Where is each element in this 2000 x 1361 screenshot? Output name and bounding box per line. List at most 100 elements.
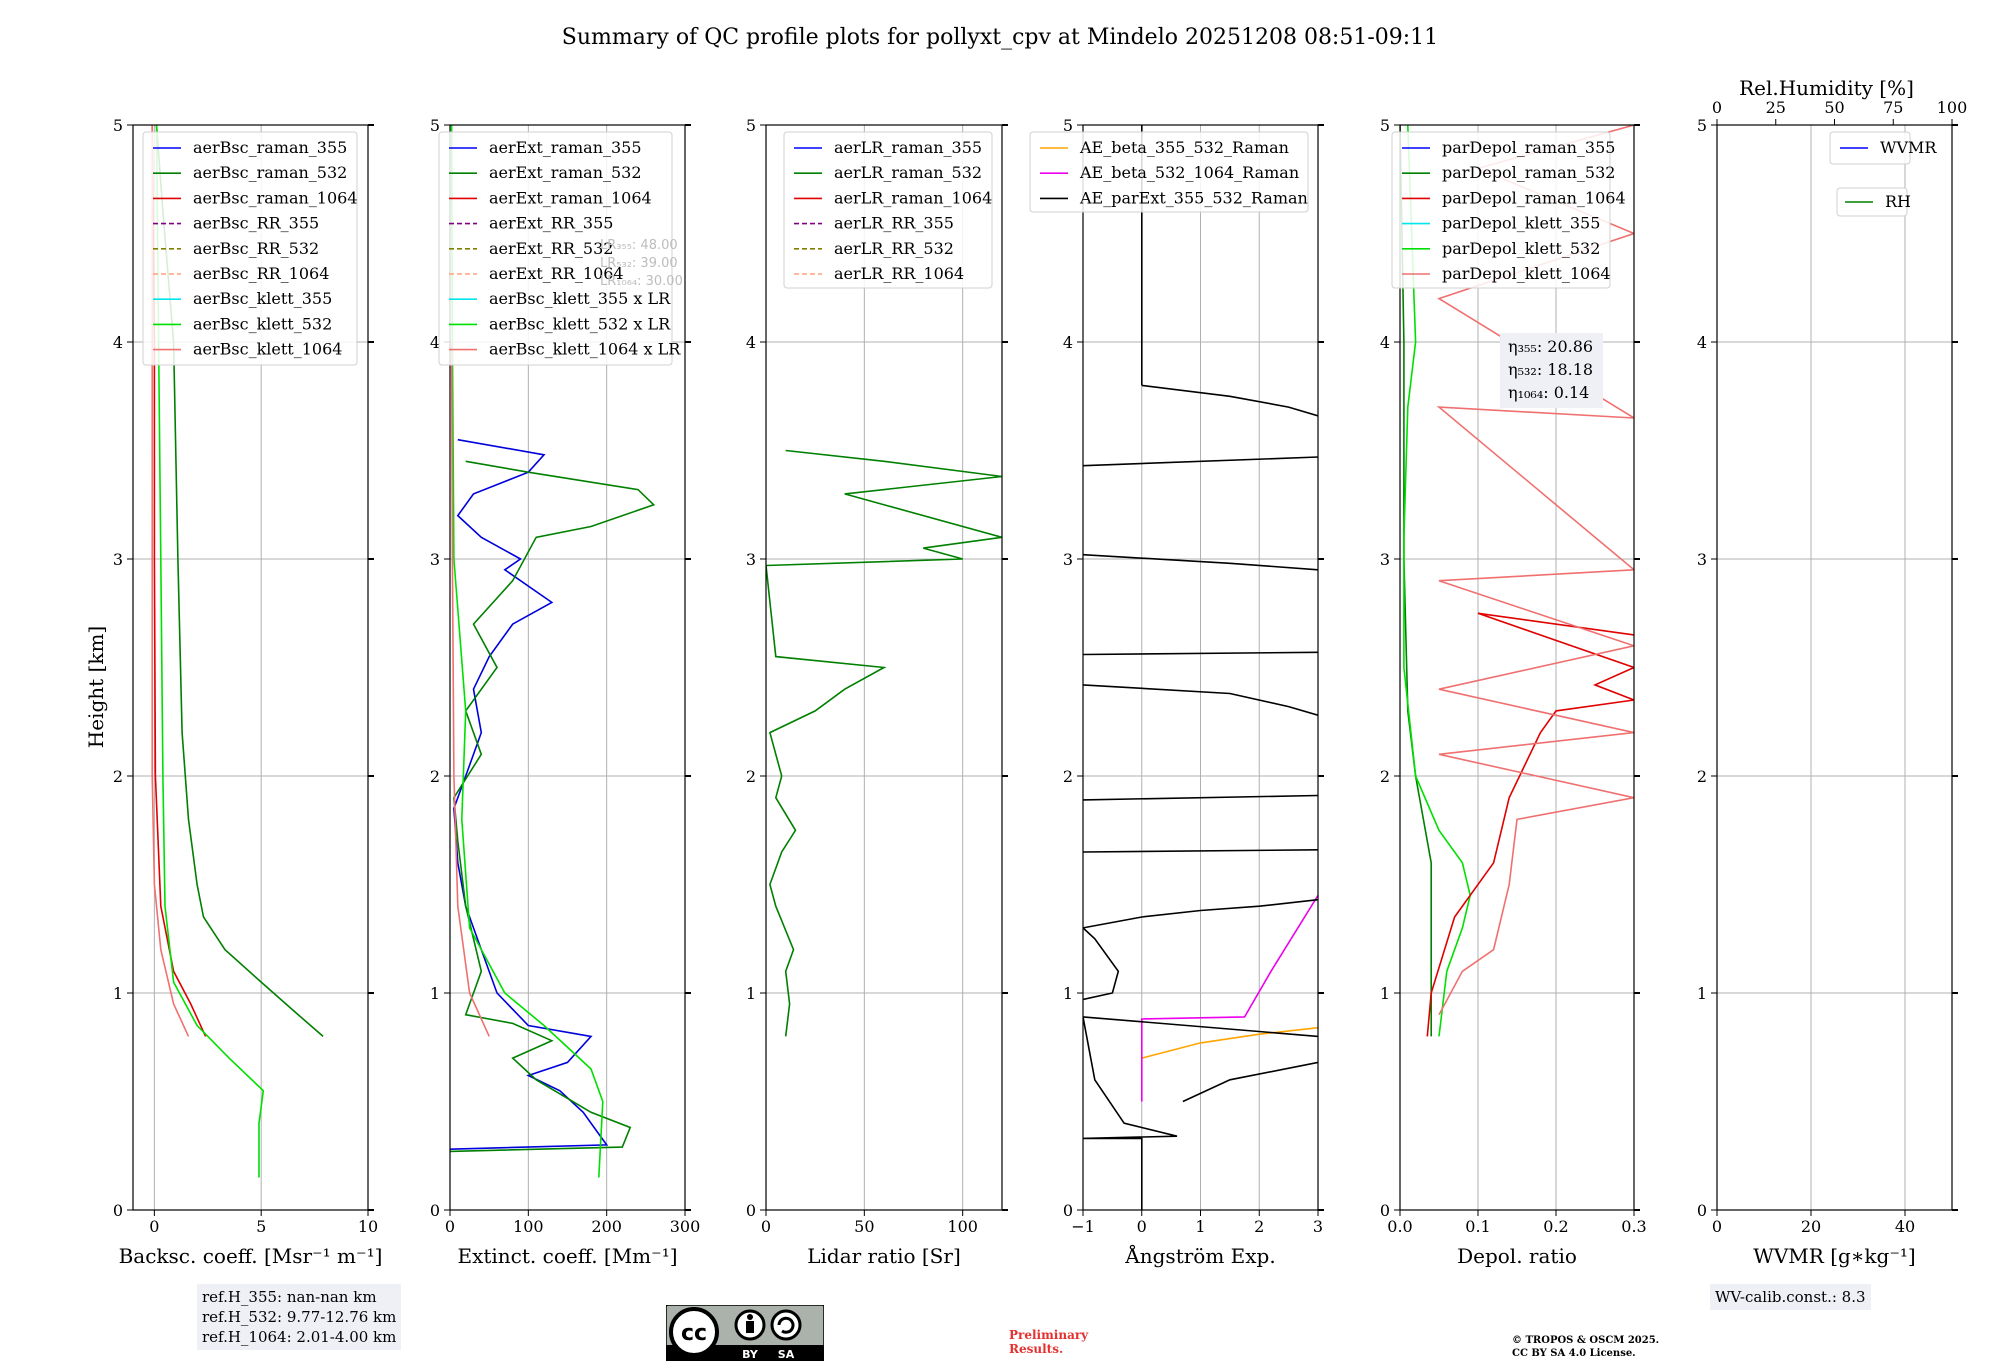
preliminary-line-1: Preliminary bbox=[1009, 1328, 1089, 1342]
legend-rh: RH bbox=[1836, 187, 1911, 217]
x-tick-label: 0 bbox=[1712, 1217, 1722, 1236]
lidar-ratio-annotation: LR₁₀₆₄: 30.00 bbox=[600, 274, 683, 289]
panel-ext: 0 100 200 300 0 1 2 3 4 5 Extinct. coeff. [Mm⁻¹] ae… bbox=[430, 116, 700, 1268]
y-tick-label: 5 bbox=[113, 116, 123, 135]
x-tick-label: 200 bbox=[591, 1217, 622, 1236]
lidar-ratio-annotation: LR₅₃₂: 39.00 bbox=[600, 256, 678, 271]
y-tick-label: 0 bbox=[1063, 1201, 1073, 1220]
series-line-AE_parExt_355_532_Raman bbox=[1083, 794, 1318, 801]
eta-annotation-box: η₃₅₅: 20.86 η₅₃₂: 18.18 η₁₀₆₄: 0.14 bbox=[1500, 333, 1603, 408]
legend-entry: aerExt_raman_355 bbox=[489, 138, 642, 157]
series-line-aerExt_raman_532 bbox=[450, 460, 656, 1153]
series-line-AE_parExt_355_532_Raman bbox=[1083, 898, 1318, 1001]
legend: aerExt_raman_355 aerExt_raman_532 aerExt_r… bbox=[438, 131, 681, 366]
axes-frame bbox=[1716, 124, 1953, 1211]
legend-entry: aerLR_RR_355 bbox=[834, 214, 954, 233]
y-tick-label: 4 bbox=[113, 333, 123, 352]
legend-entry: aerExt_RR_532 bbox=[489, 239, 613, 258]
x-tick-label: 0.1 bbox=[1465, 1217, 1490, 1236]
x-tick-label: 0 bbox=[761, 1217, 771, 1236]
legend-entry: aerBsc_RR_532 bbox=[193, 239, 319, 258]
legend-entry: aerBsc_klett_1064 x LR bbox=[489, 340, 681, 359]
x-tick-label: 0.2 bbox=[1543, 1217, 1568, 1236]
legend: aerBsc_raman_355 aerBsc_raman_532 aerBsc_r… bbox=[142, 131, 358, 366]
legend-entry: parDepol_raman_1064 bbox=[1442, 188, 1626, 207]
legend-entry: aerLR_raman_1064 bbox=[834, 188, 992, 207]
legend-entry: parDepol_klett_1064 bbox=[1442, 264, 1611, 283]
axes-frame bbox=[1399, 124, 1635, 1211]
series-line-aerBsc_klett_1064 x LR bbox=[450, 341, 490, 1037]
legend-entry: aerLR_RR_532 bbox=[834, 239, 954, 258]
y-tick-label: 4 bbox=[1380, 333, 1390, 352]
axes-frame bbox=[449, 124, 686, 1211]
legend-entry: WVMR bbox=[1880, 138, 1937, 157]
legend: aerLR_raman_355 aerLR_raman_532 aerLR_rama… bbox=[783, 131, 993, 289]
axes-frame bbox=[765, 124, 1003, 1211]
series-group bbox=[1083, 125, 1318, 1210]
series-line-parDepol_klett_532 bbox=[1403, 125, 1472, 1037]
series-group bbox=[766, 449, 1002, 1037]
x-tick-label: 0 bbox=[445, 1217, 455, 1236]
eta-annotation: η₃₅₅: 20.86 bbox=[1508, 337, 1593, 356]
y-tick-label: 1 bbox=[746, 984, 756, 1003]
series-line-AE_parExt_355_532_Raman bbox=[1083, 553, 1318, 571]
y-tick-label: 4 bbox=[430, 333, 440, 352]
y-tick-label: 1 bbox=[1380, 984, 1390, 1003]
legend-entry: AE_beta_532_1064_Raman bbox=[1079, 163, 1299, 182]
y-tick-label: 4 bbox=[1063, 333, 1073, 352]
x-axis-label: Depol. ratio bbox=[1457, 1244, 1577, 1268]
x-tick-label: 0 bbox=[149, 1217, 159, 1236]
x-tick-label: 3 bbox=[1313, 1217, 1323, 1236]
ref-height-355: ref.H_355: nan-nan km bbox=[202, 1288, 377, 1306]
series-line-AE_parExt_355_532_Raman bbox=[1083, 456, 1318, 467]
y-axis-label: Height [km] bbox=[84, 626, 108, 748]
legend-entry: aerBsc_raman_1064 bbox=[193, 188, 358, 207]
y-tick-label: 5 bbox=[1697, 116, 1707, 135]
y-tick-label: 3 bbox=[1380, 550, 1390, 569]
legend-entry: aerBsc_klett_532 bbox=[193, 314, 332, 333]
series-line-parDepol_raman_1064 bbox=[1426, 612, 1634, 1037]
y-tick-label: 4 bbox=[1697, 333, 1707, 352]
ref-height-1064: ref.H_1064: 2.01-4.00 km bbox=[202, 1328, 397, 1346]
series-line-AE_parExt_355_532_Raman bbox=[1141, 384, 1318, 417]
legend-entry: aerExt_RR_355 bbox=[489, 214, 613, 233]
series-line-AE_parExt_355_532_Raman bbox=[1083, 1016, 1318, 1210]
x-tick-label: 20 bbox=[1801, 1217, 1821, 1236]
legend-entry: parDepol_klett_532 bbox=[1442, 239, 1600, 258]
legend-entry: AE_beta_355_532_Raman bbox=[1079, 138, 1289, 157]
y-tick-label: 0 bbox=[1697, 1201, 1707, 1220]
x-tick-label: 100 bbox=[947, 1217, 978, 1236]
legend-entry: aerExt_raman_1064 bbox=[489, 188, 652, 207]
legend-entry: aerLR_RR_1064 bbox=[834, 264, 964, 283]
series-line-aerBsc_klett_532 bbox=[155, 125, 265, 1178]
y-tick-label: 1 bbox=[1063, 984, 1073, 1003]
y-tick-label: 3 bbox=[1697, 550, 1707, 569]
legend: AE_beta_355_532_Raman AE_beta_532_1064_Ra… bbox=[1029, 131, 1309, 213]
y-tick-label: 0 bbox=[430, 1201, 440, 1220]
legend-entry: parDepol_raman_355 bbox=[1442, 138, 1615, 157]
legend-frame bbox=[142, 131, 358, 366]
legend-entry: aerLR_raman_355 bbox=[834, 138, 982, 157]
y-tick-label: 2 bbox=[113, 767, 123, 786]
y-tick-label: 3 bbox=[746, 550, 756, 569]
legend-entry: aerBsc_klett_532 x LR bbox=[489, 314, 671, 333]
x-tick-label: 0 bbox=[1137, 1217, 1147, 1236]
legend-entry: aerExt_raman_532 bbox=[489, 163, 642, 182]
top-x-tick-label: 100 bbox=[1937, 98, 1968, 117]
x-axis-label: WVMR [g∗kg⁻¹] bbox=[1753, 1244, 1915, 1268]
reference-height-box: ref.H_355: nan-nan km ref.H_532: 9.77-12… bbox=[197, 1284, 402, 1350]
y-tick-label: 3 bbox=[1063, 550, 1073, 569]
legend-entry: parDepol_raman_532 bbox=[1442, 163, 1615, 182]
cc-icon: cc bbox=[681, 1321, 707, 1346]
panel-bsc: 0 5 10 0 1 2 3 4 5 Backsc. coeff. [Msr⁻¹ m⁻¹] aerB… bbox=[113, 116, 383, 1268]
share-alike-icon bbox=[770, 1309, 802, 1341]
series-line-AE_beta_532_1064_Raman bbox=[1141, 894, 1318, 1102]
y-tick-label: 0 bbox=[746, 1201, 756, 1220]
cc-license-logo: cc BY SA bbox=[666, 1305, 824, 1361]
copyright-note: © TROPOS & OSCM 2025. CC BY SA 4.0 Licen… bbox=[1512, 1334, 1659, 1360]
y-tick-label: 0 bbox=[1380, 1201, 1390, 1220]
cc-sa-label: SA bbox=[778, 1348, 795, 1361]
legend-entry: parDepol_klett_355 bbox=[1442, 214, 1600, 233]
legend-entry: aerBsc_RR_1064 bbox=[193, 264, 329, 283]
